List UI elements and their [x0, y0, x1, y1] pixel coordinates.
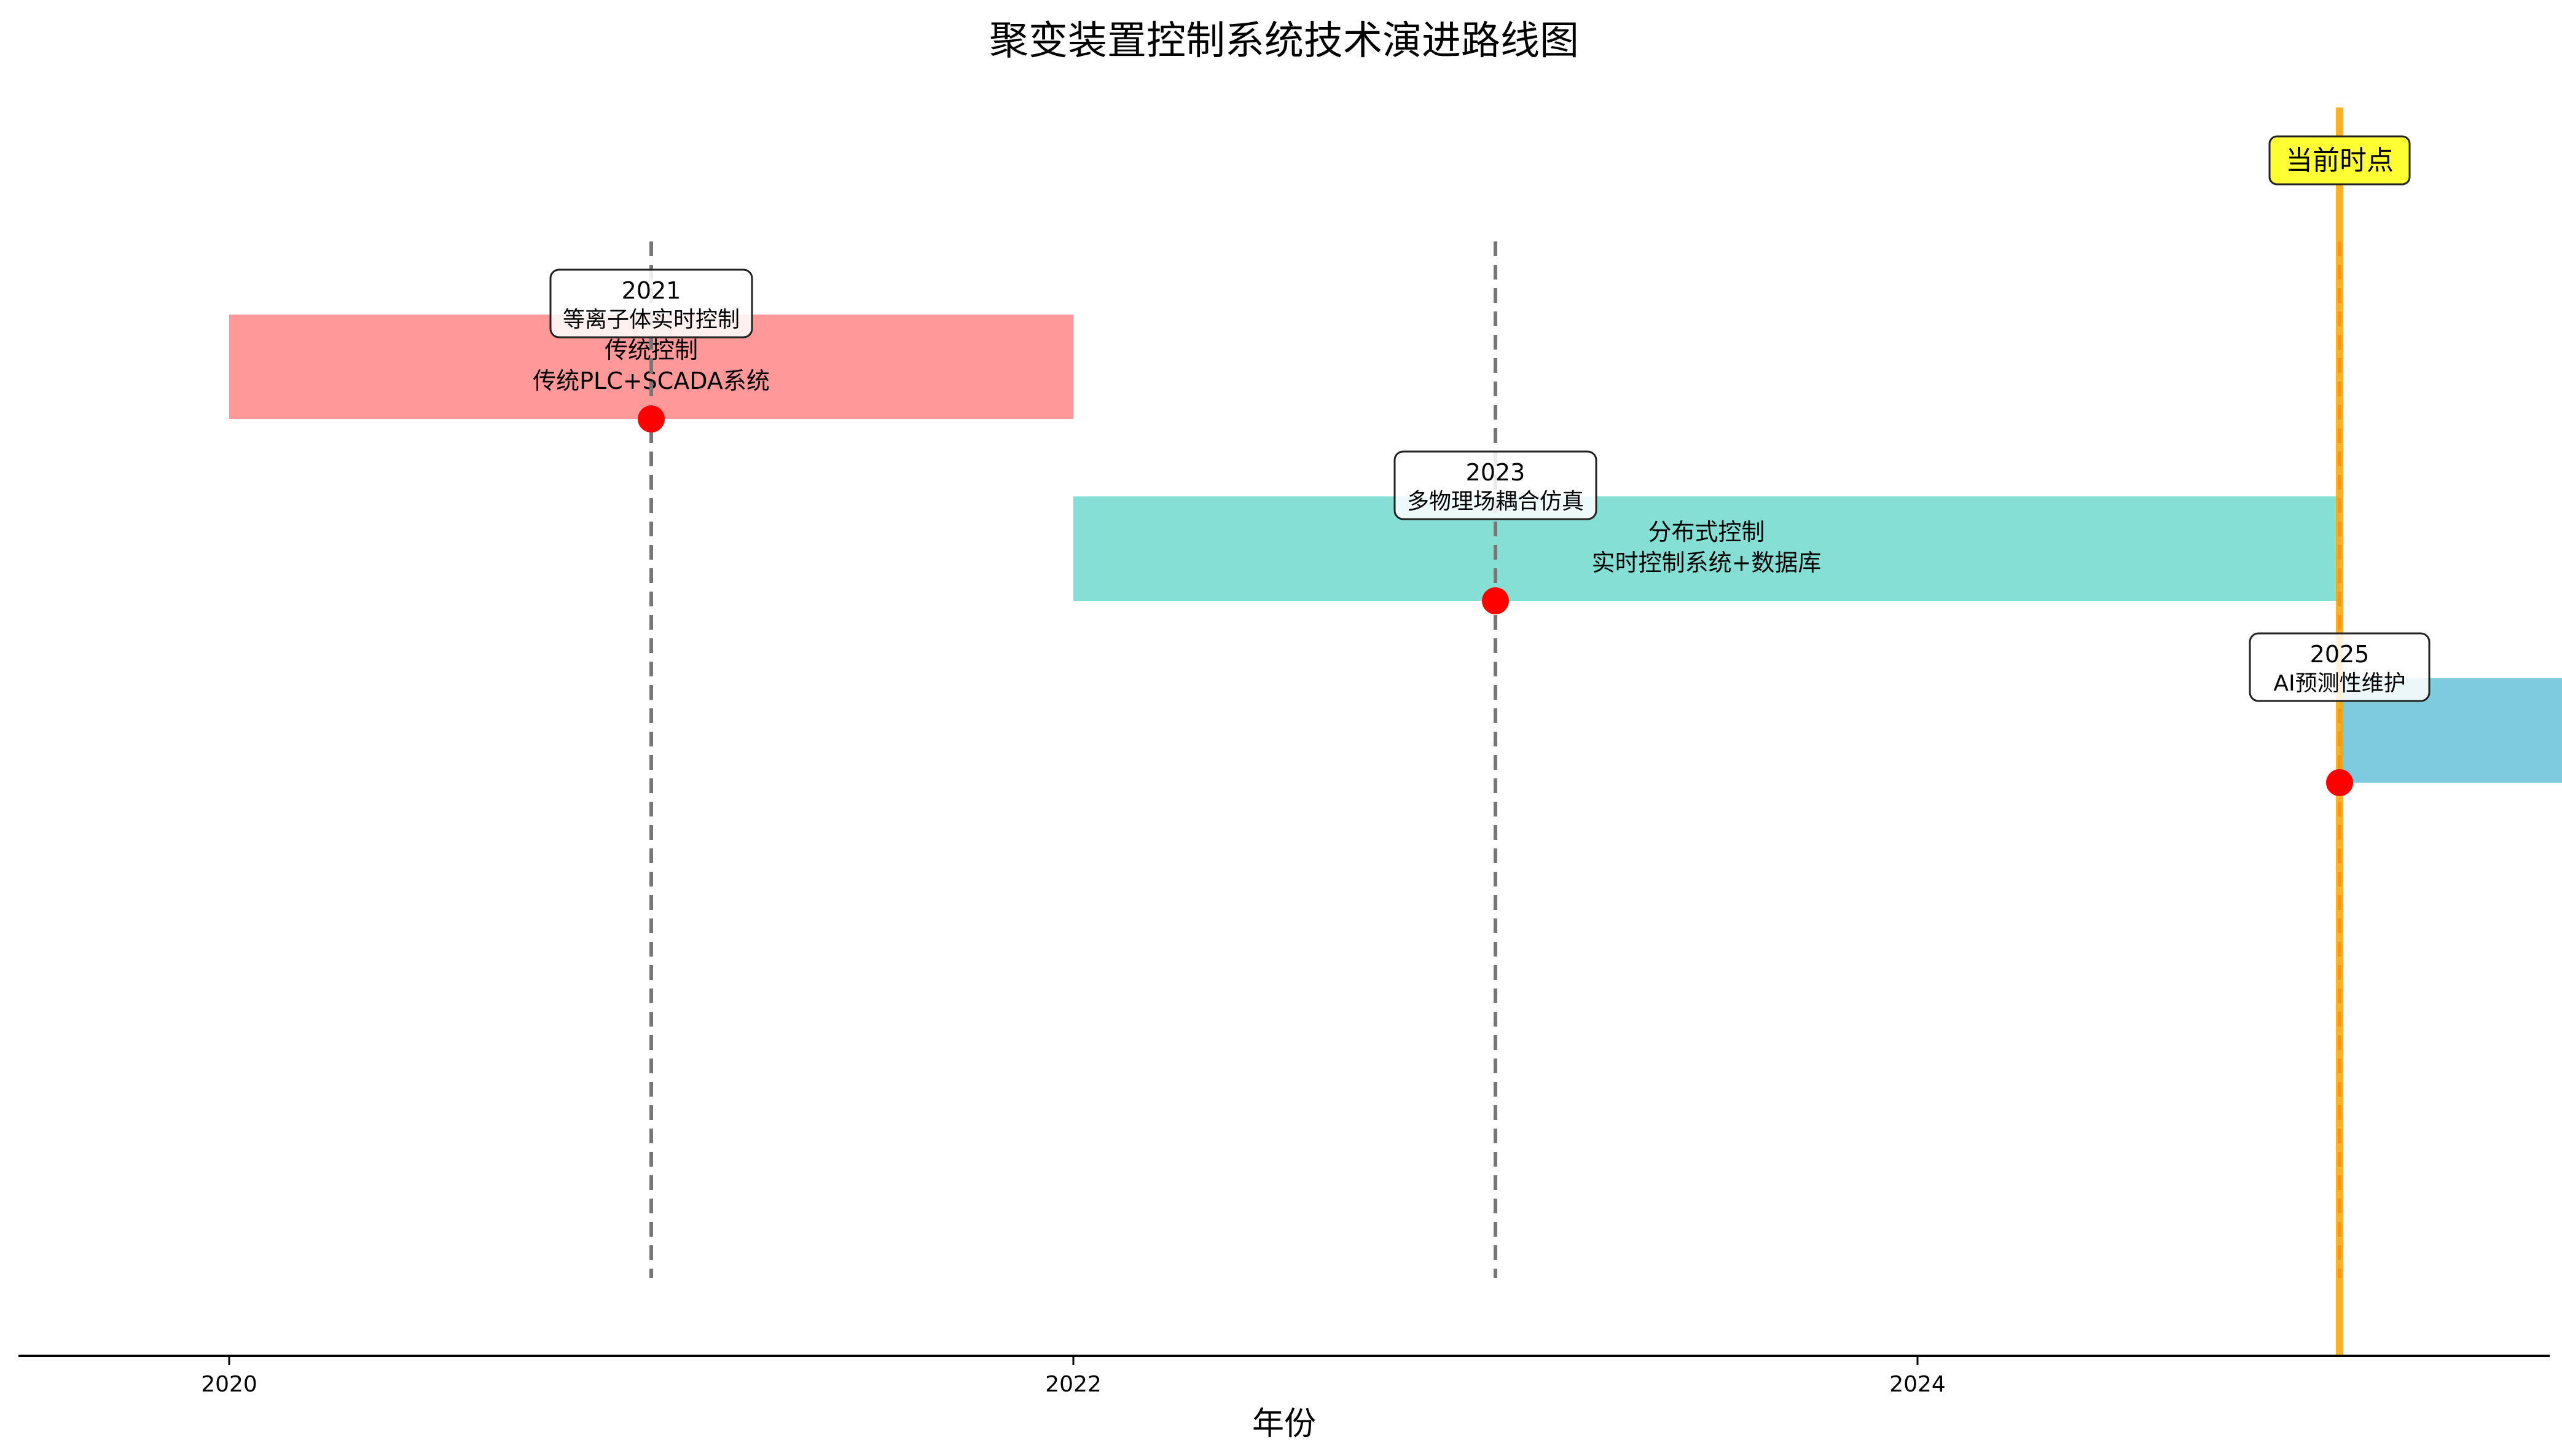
phase-bars: 传统控制传统PLC+SCADA系统分布式控制实时控制系统+数据库智能化控制AI辅…	[229, 315, 2562, 783]
x-tick-label: 2020	[201, 1372, 257, 1397]
x-axis: 202020222024202620282030	[18, 1355, 2550, 1397]
milestone-point	[1482, 587, 1509, 614]
milestone-box	[2249, 632, 2431, 702]
milestone-box	[1393, 450, 1597, 520]
milestone-year: 2021	[622, 277, 681, 304]
x-tick-label: 2022	[1045, 1372, 1102, 1397]
milestone-label: 多物理场耦合仿真	[1407, 489, 1584, 514]
milestone-year: 2023	[1466, 459, 1526, 486]
milestone-points	[638, 405, 2353, 796]
current-time-label: 当前时点	[2286, 145, 2394, 176]
milestone-labels: 2021等离子体实时控制2023多物理场耦合仿真2025AI预测性维护2027数…	[549, 268, 2431, 702]
phase-title: 分布式控制	[1648, 519, 1765, 546]
milestone-label: 等离子体实时控制	[563, 307, 740, 332]
x-tick-label: 2024	[1889, 1372, 1946, 1397]
milestone-year: 2025	[2310, 641, 2370, 668]
milestone-box	[549, 268, 753, 339]
phase-bar	[1073, 496, 2340, 601]
milestone-point	[2326, 769, 2353, 796]
milestone-point	[638, 405, 665, 432]
milestone-label: AI预测性维护	[2273, 671, 2405, 696]
phase-description: 实时控制系统+数据库	[1592, 549, 1822, 576]
chart-title: 聚变装置控制系统技术演进路线图	[989, 18, 1579, 64]
x-axis-label: 年份	[1252, 1406, 1316, 1442]
current-marker: 当前时点	[2268, 108, 2411, 1356]
current-time-box	[2268, 135, 2411, 186]
